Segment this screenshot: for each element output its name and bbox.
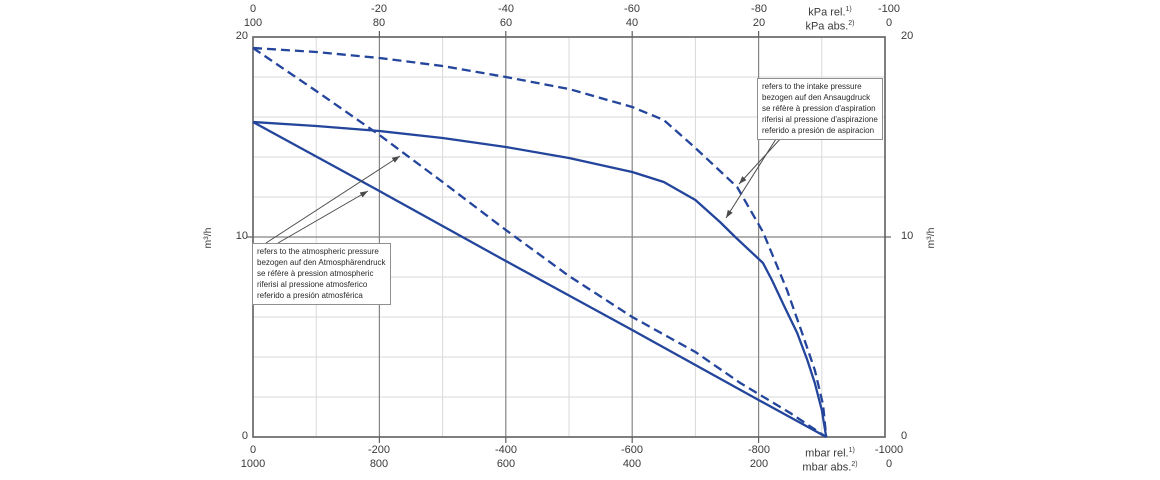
bottom-rel-tick-800: -800 xyxy=(747,444,771,456)
bottom-rel-tick-0: 0 xyxy=(249,444,257,456)
annotation-atmospheric-line-it: riferisi al pressione atmosferico xyxy=(257,280,368,289)
right-y-tick-0: 0 xyxy=(901,430,908,442)
bottom-abs-tick-0: 0 xyxy=(885,458,893,470)
left-y-tick-10: 10 xyxy=(235,230,248,242)
top-rel-unit-footnote: 1) xyxy=(845,6,852,13)
top-abs-unit-footnote: 2) xyxy=(848,20,855,27)
leader-arrow-intake-solid xyxy=(725,138,777,219)
top-rel-tick-0: 0 xyxy=(249,3,257,15)
bottom-rel-tick-400: -400 xyxy=(494,444,518,456)
right-y-axis-unit: m³/h xyxy=(925,227,937,249)
top-abs-tick-0: 0 xyxy=(885,17,893,29)
left-y-tick-20: 20 xyxy=(235,30,248,42)
bottom-rel-unit-footnote: 1) xyxy=(848,447,855,454)
top-rel-unit-text: kPa rel. xyxy=(808,6,846,19)
annotation-intake-line-de: bezogen auf den Ansaugdruck xyxy=(762,93,871,102)
top-abs-tick-60: 60 xyxy=(499,17,513,29)
top-abs-tick-20: 20 xyxy=(752,17,766,29)
curve-intake-dashed xyxy=(252,46,828,438)
top-abs-unit-label: kPa abs.2) xyxy=(774,17,886,33)
bottom-abs-tick-400: 400 xyxy=(622,458,642,470)
leader-arrow-intake-dashed xyxy=(738,136,783,185)
bottom-abs-tick-200: 200 xyxy=(749,458,769,470)
right-y-tick-10: 10 xyxy=(901,230,914,242)
annotation-intake-line-es: referido a presión de aspiracion xyxy=(762,126,875,135)
bottom-abs-unit-footnote: 2) xyxy=(851,461,858,468)
bottom-abs-tick-800: 800 xyxy=(369,458,389,470)
bottom-rel-unit-text: mbar rel. xyxy=(805,447,849,460)
top-abs-tick-80: 80 xyxy=(372,17,386,29)
curve-atmospheric-solid xyxy=(252,120,827,439)
annotation-atmospheric-pressure: refers to the atmospheric pressure bezog… xyxy=(252,243,391,305)
annotation-intake-line-fr: se réfère à pression d'aspiration xyxy=(762,104,876,113)
curve-atmospheric-dashed xyxy=(252,47,827,438)
annotation-atmospheric-line-en: refers to the atmospheric pressure xyxy=(257,247,379,256)
bottom-rel-unit-label: mbar rel.1) xyxy=(774,444,886,460)
bottom-abs-unit-label: mbar abs.2) xyxy=(774,458,886,474)
annotation-atmospheric-line-fr: se réfère à pression atmospheric xyxy=(257,269,374,278)
bottom-abs-unit-text: mbar abs. xyxy=(802,461,852,474)
bottom-abs-tick-1000: 1000 xyxy=(240,458,266,470)
right-y-tick-20: 20 xyxy=(901,30,914,42)
leader-arrow-atmospheric-solid xyxy=(277,190,369,244)
annotation-intake-line-en: refers to the intake pressure xyxy=(762,82,862,91)
annotation-intake-line-it: riferisi al pressione d'aspirazione xyxy=(762,115,878,124)
top-rel-tick-60: -60 xyxy=(624,3,640,15)
bottom-abs-tick-600: 600 xyxy=(496,458,516,470)
bottom-rel-tick-200: -200 xyxy=(367,444,391,456)
left-y-tick-0: 0 xyxy=(241,430,248,442)
top-rel-tick-80: -80 xyxy=(751,3,767,15)
top-rel-tick-40: -40 xyxy=(498,3,514,15)
top-abs-tick-40: 40 xyxy=(625,17,639,29)
bottom-rel-tick-1000: -1000 xyxy=(874,444,904,456)
top-rel-tick-100: -100 xyxy=(877,3,901,15)
bottom-rel-tick-600: -600 xyxy=(620,444,644,456)
annotation-atmospheric-line-de: bezogen auf den Atmosphärendruck xyxy=(257,258,386,267)
axis-tick-marks xyxy=(247,31,891,443)
left-y-axis-unit: m³/h xyxy=(202,227,214,249)
annotation-intake-pressure: refers to the intake pressure bezogen au… xyxy=(757,78,883,140)
top-rel-tick-20: -20 xyxy=(371,3,387,15)
leader-arrow-atmospheric-dashed xyxy=(265,155,401,244)
annotation-atmospheric-line-es: referido a presión atmosférica xyxy=(257,291,363,300)
top-rel-unit-label: kPa rel.1) xyxy=(774,3,886,19)
top-abs-tick-100: 100 xyxy=(243,17,263,29)
top-abs-unit-text: kPa abs. xyxy=(805,20,849,33)
curve-intake-solid xyxy=(252,120,828,438)
